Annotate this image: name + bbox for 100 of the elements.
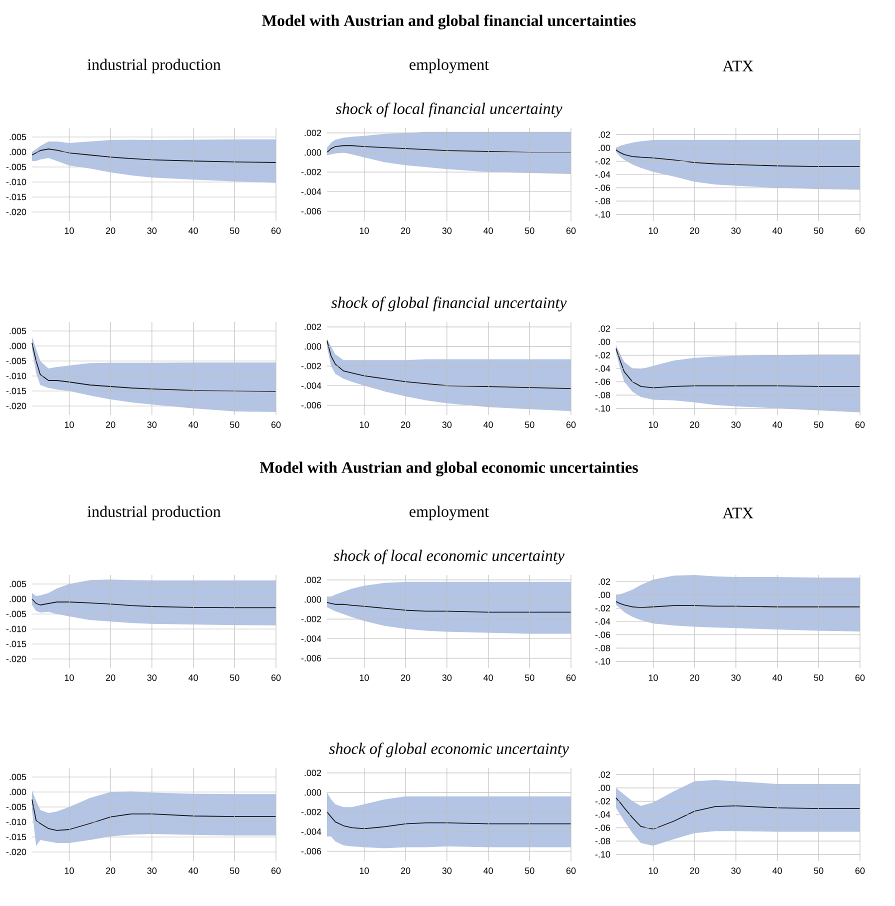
x-tick-label: 40 — [772, 868, 782, 874]
y-tick-label: .005 — [10, 774, 26, 780]
y-tick-label: -.010 — [6, 818, 26, 826]
chart-subtitle: shock of global financial uncertainty — [331, 296, 567, 312]
y-tick-label: .00 — [598, 338, 610, 346]
x-tick-label: 60 — [271, 868, 281, 874]
y-tick-label: -.005 — [6, 610, 26, 618]
y-tick-label: -.005 — [6, 804, 26, 810]
y-tick-label: -.020 — [6, 848, 26, 856]
y-tick-label: -.002 — [301, 808, 322, 816]
x-tick-label: 60 — [855, 422, 865, 428]
y-tick-label: .000 — [304, 149, 322, 156]
y-tick-label: -.015 — [6, 834, 26, 840]
y-tick-label: -.002 — [301, 362, 322, 370]
y-tick-label: -.08 — [595, 644, 610, 652]
x-tick-label: 10 — [360, 228, 369, 234]
y-tick-label: .00 — [598, 784, 610, 792]
y-tick-label: -.04 — [595, 618, 610, 625]
y-tick-label: -.010 — [6, 178, 26, 186]
y-tick-label: -.04 — [595, 171, 610, 178]
y-tick-label: .02 — [598, 578, 610, 585]
x-tick-label: 50 — [814, 422, 824, 428]
x-tick-label: 20 — [690, 868, 700, 874]
x-tick-label: 50 — [524, 422, 534, 428]
x-tick-label: 50 — [230, 674, 240, 681]
chart-subtitle: shock of local financial uncertainty — [336, 102, 562, 118]
x-tick-label: 30 — [731, 228, 741, 234]
y-tick-label: .02 — [598, 325, 610, 332]
x-tick-label: 50 — [814, 868, 824, 874]
x-tick-label: 40 — [772, 674, 782, 681]
x-tick-label: 30 — [731, 868, 741, 874]
x-tick-label: 10 — [64, 228, 74, 234]
y-tick-label: -.004 — [301, 188, 322, 195]
x-tick-label: 20 — [401, 868, 410, 874]
x-tick-label: 10 — [648, 228, 658, 234]
y-tick-label: .005 — [10, 134, 26, 140]
y-tick-label: -.004 — [301, 382, 322, 389]
x-tick-label: 30 — [442, 422, 452, 428]
y-tick-label: .002 — [304, 324, 322, 330]
y-tick-label: -.04 — [595, 811, 610, 818]
y-tick-label: -.10 — [595, 658, 610, 665]
x-tick-label: 60 — [271, 228, 281, 234]
line-series — [32, 148, 276, 163]
x-tick-label: 50 — [524, 868, 534, 874]
x-tick-label: 40 — [188, 422, 198, 428]
y-tick-label: -.04 — [595, 365, 610, 372]
x-tick-label: 20 — [106, 674, 116, 681]
y-tick-label: -.002 — [301, 616, 322, 622]
y-tick-label: .000 — [10, 596, 26, 602]
x-tick-label: 50 — [524, 228, 534, 234]
y-tick-label: .000 — [10, 342, 26, 350]
y-tick-label: .005 — [10, 580, 26, 588]
x-tick-label: 50 — [230, 228, 240, 234]
y-tick-label: .02 — [598, 131, 610, 138]
chart-title: industrial production — [87, 506, 221, 520]
y-tick-label: .005 — [10, 328, 26, 334]
y-tick-label: -.010 — [6, 372, 26, 380]
y-tick-label: -.06 — [595, 378, 610, 385]
x-tick-label: 30 — [442, 674, 452, 681]
x-tick-label: 50 — [524, 674, 534, 681]
y-tick-label: -.020 — [6, 402, 26, 410]
chart-title: employment — [410, 58, 489, 74]
y-tick-label: -.006 — [301, 208, 322, 214]
y-tick-label: .002 — [304, 770, 322, 776]
x-tick-label: 40 — [483, 228, 493, 234]
x-tick-label: 50 — [814, 228, 824, 234]
y-tick-label: -.08 — [595, 838, 610, 844]
x-tick-label: 10 — [64, 868, 74, 874]
x-tick-label: 10 — [648, 674, 658, 681]
line-series — [616, 797, 860, 830]
y-tick-label: -.08 — [595, 198, 610, 204]
chart-title: industrial production — [87, 58, 221, 74]
x-tick-label: 20 — [690, 228, 700, 234]
x-tick-label: 50 — [230, 868, 240, 874]
y-tick-label: -.004 — [301, 635, 322, 642]
line-series — [32, 799, 276, 831]
y-tick-label: -.10 — [595, 851, 610, 858]
x-tick-label: 60 — [855, 868, 865, 874]
x-tick-label: 10 — [360, 674, 369, 681]
x-tick-label: 40 — [772, 422, 782, 428]
y-tick-label: -.10 — [595, 405, 610, 412]
chart-title: ATX — [722, 508, 754, 518]
chart-title: employment — [410, 506, 489, 520]
x-tick-label: 20 — [106, 868, 116, 874]
x-tick-label: 40 — [483, 422, 493, 428]
y-tick-label: -.02 — [595, 352, 610, 358]
x-tick-label: 30 — [731, 674, 741, 681]
x-tick-label: 10 — [64, 422, 74, 428]
chart-subtitle: shock of local economic uncertainty — [334, 550, 565, 564]
text: Model with Austrian and global financial uncertainties — [262, 14, 636, 30]
y-tick-label: -.006 — [301, 848, 322, 854]
y-tick-label: -.020 — [6, 656, 26, 662]
y-tick-label: .000 — [304, 789, 322, 796]
x-tick-label: 40 — [188, 674, 198, 681]
y-tick-label: -.06 — [595, 824, 610, 831]
x-tick-label: 40 — [483, 868, 493, 874]
x-tick-label: 60 — [271, 674, 281, 681]
x-tick-label: 20 — [690, 674, 700, 681]
x-tick-label: 60 — [566, 868, 576, 874]
line-series — [32, 598, 276, 608]
